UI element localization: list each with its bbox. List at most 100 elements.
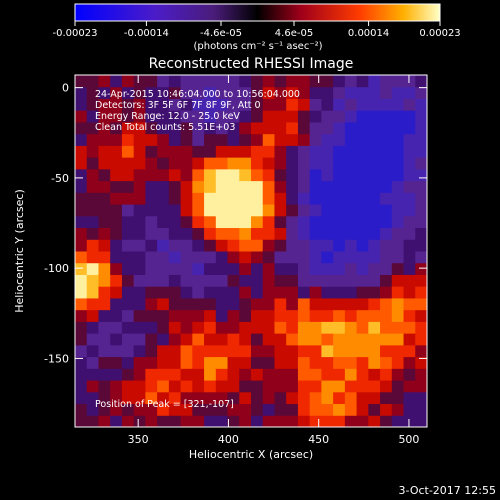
heatmap-cell [215,391,229,405]
heatmap-cell [145,86,158,99]
heatmap-cell [227,75,240,88]
heatmap-cell [227,168,240,182]
heatmap-cell [204,344,217,358]
heatmap-cell [204,180,217,193]
heatmap-cell [145,239,158,252]
heatmap-cell [227,309,240,322]
heatmap-cell [239,251,252,264]
heatmap-cell [333,391,346,405]
heatmap-cell [356,110,369,123]
heatmap-cell [133,262,146,275]
heatmap-cell [192,239,205,252]
heatmap-cell [368,251,381,264]
heatmap-cell [168,168,182,182]
heatmap-cell [204,145,217,158]
heatmap-cell [391,344,405,358]
heatmap-cell [262,157,275,170]
heatmap-cell [86,239,99,252]
heatmap-cell [251,86,264,99]
heatmap-cell [168,309,182,322]
heatmap-cell [391,333,405,346]
heatmap-cell [309,262,322,275]
heatmap-cell [133,192,146,205]
heatmap-cell [356,157,369,170]
heatmap-cell [110,239,123,252]
heatmap-cell [98,168,111,182]
heatmap-cell [157,286,170,299]
heatmap-cell [368,403,381,416]
heatmap-cell [133,157,146,170]
heatmap-cell [192,98,205,111]
heatmap-cell [274,333,287,346]
heatmap-cell [168,391,182,405]
heatmap-cell [251,157,264,170]
y-tick-label: 0 [62,82,69,95]
heatmap-cell [274,368,287,381]
heatmap-cell [380,403,393,416]
heatmap-cell [403,344,416,358]
heatmap-cell [391,251,405,264]
heatmap-cell [227,86,240,99]
heatmap-cell [86,192,99,205]
heatmap-cell [415,227,427,240]
heatmap-cell [145,227,158,240]
heatmap-cell [192,145,205,158]
heatmap-cell [368,309,381,322]
heatmap-cell [391,98,405,111]
heatmap-cell [215,239,229,252]
heatmap-cell [204,391,217,405]
heatmap-cell [356,391,369,405]
heatmap-cell [157,75,170,88]
heatmap-cell [344,121,358,135]
heatmap-cell [75,133,88,146]
heatmap-cell [157,121,170,135]
heatmap-cell [157,180,170,193]
heatmap-cell [356,380,369,393]
heatmap-cell [168,110,182,123]
heatmap-cell [251,415,264,427]
heatmap-cell [227,204,240,217]
heatmap-cell [110,86,123,99]
heatmap-cell [403,274,416,287]
heatmap-cell [192,415,205,427]
heatmap-cell [180,215,193,229]
heatmap-cell [344,157,358,170]
heatmap-cell [251,380,264,393]
heatmap-cell [368,204,381,217]
heatmap-cell [356,251,369,264]
heatmap-cell [157,356,170,369]
heatmap-cell [403,98,416,111]
heatmap-cell [344,75,358,88]
heatmap-cell [274,391,287,405]
heatmap-cell [110,321,123,334]
heatmap-cell [192,262,205,275]
heatmap-cell [274,262,287,275]
heatmap-cell [344,262,358,275]
heatmap-cell [239,110,252,123]
heatmap-cell [403,215,416,229]
heatmap-cell [309,356,322,369]
heatmap-cell [262,168,275,182]
heatmap-cell [98,262,111,275]
heatmap-cell [380,356,393,369]
heatmap-cell [297,368,311,381]
heatmap-cell [145,403,158,416]
heatmap-cell [251,133,264,146]
heatmap-cell [227,145,240,158]
heatmap-cell [157,262,170,275]
heatmap-cell [145,321,158,334]
heatmap-cell [297,344,311,358]
heatmap-cell [297,204,311,217]
heatmap-cell [227,239,240,252]
heatmap-cell [133,415,146,427]
heatmap-cell [415,403,427,416]
heatmap-cell [262,344,275,358]
heatmap-cell [110,110,123,123]
heatmap-cell [380,391,393,405]
heatmap-cell [75,180,88,193]
colorbar [74,3,441,22]
heatmap-cell [192,180,205,193]
heatmap-cell [321,239,334,252]
heatmap-cell [344,297,358,311]
heatmap-cell [110,262,123,275]
